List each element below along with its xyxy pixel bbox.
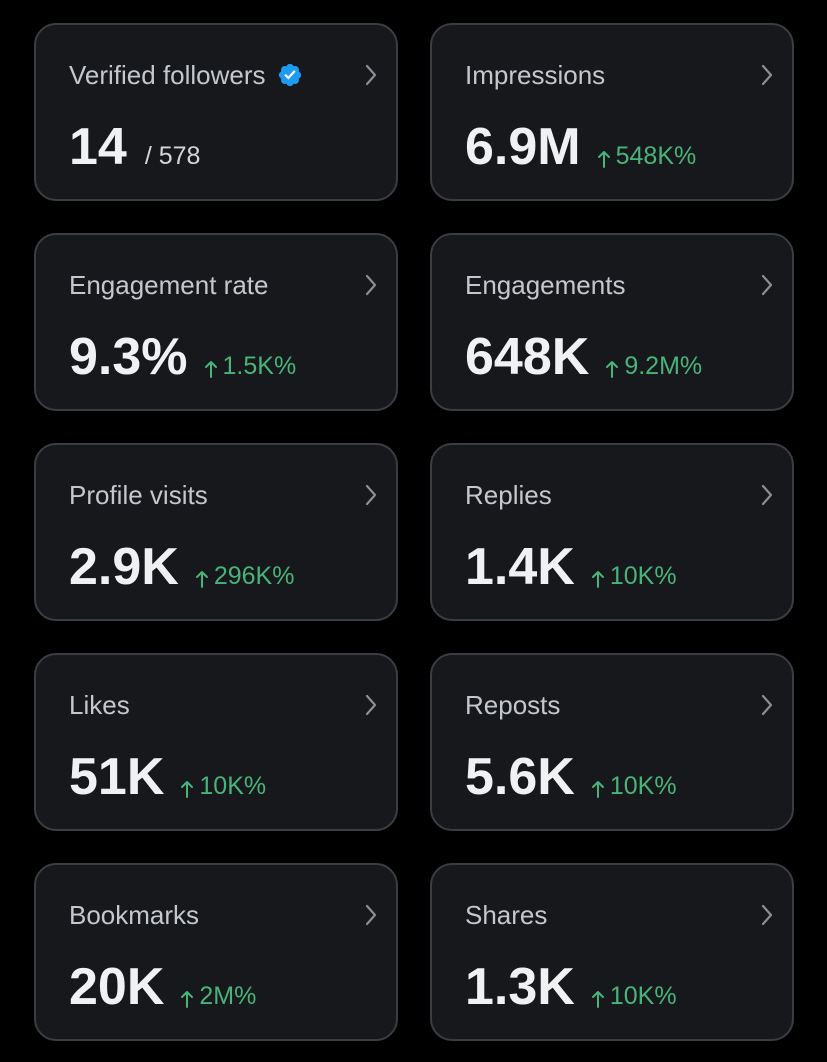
- metric-change-text: 10K%: [609, 772, 677, 800]
- metric-label: Impressions: [465, 60, 606, 90]
- metric-value: 1.4K: [465, 538, 575, 596]
- metric-card-impressions[interactable]: Impressions 6.9M 548K%: [430, 23, 794, 201]
- metric-value-row: 9.3% 1.5K%: [69, 327, 296, 387]
- metric-total: / 578: [144, 142, 201, 170]
- metric-card-bookmarks[interactable]: Bookmarks 20K 2M%: [34, 863, 398, 1041]
- chevron-right-icon: [761, 64, 773, 86]
- metric-card-profile-visits[interactable]: Profile visits 2.9K 296K%: [34, 443, 398, 621]
- metric-value: 6.9M: [465, 118, 581, 176]
- metric-change-text: 296K%: [213, 562, 295, 590]
- metric-label-text: Verified followers: [69, 60, 266, 90]
- metric-card-engagements[interactable]: Engagements 648K 9.2M%: [430, 233, 794, 411]
- arrow-up-icon: [204, 360, 217, 378]
- metric-card-replies[interactable]: Replies 1.4K 10K%: [430, 443, 794, 621]
- metric-change: 2M%: [180, 982, 256, 1011]
- metric-change-text: 10K%: [199, 772, 267, 800]
- metric-value: 5.6K: [465, 748, 575, 806]
- metric-label: Profile visits: [69, 480, 208, 510]
- metric-value-row: 648K 9.2M%: [465, 327, 702, 387]
- arrow-up-icon: [181, 780, 194, 798]
- metric-value: 648K: [465, 328, 590, 386]
- arrow-up-icon: [606, 360, 619, 378]
- metric-change: 1.5K%: [204, 352, 297, 381]
- metric-label: Engagements: [465, 270, 626, 300]
- metric-label: Reposts: [465, 690, 561, 720]
- chevron-right-icon: [761, 904, 773, 926]
- metric-value: 20K: [69, 958, 165, 1016]
- metric-change: 296K%: [195, 562, 295, 591]
- metric-change-text: 1.5K%: [222, 352, 297, 380]
- metric-card-likes[interactable]: Likes 51K 10K%: [34, 653, 398, 831]
- metric-label: Bookmarks: [69, 900, 200, 930]
- metric-value-row: 1.3K 10K%: [465, 957, 677, 1017]
- arrow-up-icon: [591, 780, 604, 798]
- metric-value: 1.3K: [465, 958, 575, 1016]
- arrow-up-icon: [591, 570, 604, 588]
- chevron-right-icon: [365, 694, 377, 716]
- arrow-up-icon: [181, 990, 194, 1008]
- metric-change-text: 9.2M%: [624, 352, 703, 380]
- metric-value-row: 14 / 578: [69, 117, 200, 177]
- arrow-up-icon: [591, 990, 604, 1008]
- chevron-right-icon: [761, 484, 773, 506]
- metric-change: 10K%: [591, 562, 677, 591]
- metric-value-row: 5.6K 10K%: [465, 747, 677, 807]
- chevron-right-icon: [761, 694, 773, 716]
- metric-value: 9.3%: [69, 328, 188, 386]
- metric-value-row: 51K 10K%: [69, 747, 266, 807]
- metric-card-engagement-rate[interactable]: Engagement rate 9.3% 1.5K%: [34, 233, 398, 411]
- metric-change: 548K%: [597, 142, 697, 171]
- metric-label: Engagement rate: [69, 270, 269, 300]
- metric-label: Replies: [465, 480, 552, 510]
- chevron-right-icon: [365, 274, 377, 296]
- verified-badge-icon: [278, 63, 301, 87]
- metric-value: 51K: [69, 748, 165, 806]
- metric-value: 14: [69, 118, 127, 176]
- metric-value-row: 20K 2M%: [69, 957, 256, 1017]
- chevron-right-icon: [365, 484, 377, 506]
- metric-change-text: 10K%: [609, 562, 677, 590]
- metric-value: 2.9K: [69, 538, 179, 596]
- metric-change-text: 10K%: [609, 982, 677, 1010]
- metric-change: 9.2M%: [605, 352, 702, 381]
- metric-label: Shares: [465, 900, 548, 930]
- metric-value-row: 2.9K 296K%: [69, 537, 294, 597]
- metric-change: 10K%: [180, 772, 266, 801]
- metrics-grid: Verified followers 14 / 578 Impressions …: [34, 23, 794, 1041]
- chevron-right-icon: [761, 274, 773, 296]
- metric-card-shares[interactable]: Shares 1.3K 10K%: [430, 863, 794, 1041]
- chevron-right-icon: [365, 904, 377, 926]
- metric-change-text: 548K%: [615, 142, 697, 170]
- metric-change-text: 2M%: [199, 982, 257, 1010]
- metric-card-reposts[interactable]: Reposts 5.6K 10K%: [430, 653, 794, 831]
- metric-card-verified-followers[interactable]: Verified followers 14 / 578: [34, 23, 398, 201]
- chevron-right-icon: [365, 64, 377, 86]
- metric-value-row: 1.4K 10K%: [465, 537, 677, 597]
- metric-label: Verified followers: [69, 59, 303, 91]
- arrow-up-icon: [597, 150, 610, 168]
- metric-value-row: 6.9M 548K%: [465, 117, 696, 177]
- metric-change: 10K%: [591, 982, 677, 1011]
- metric-change: 10K%: [591, 772, 677, 801]
- metric-label: Likes: [69, 690, 130, 720]
- arrow-up-icon: [195, 570, 208, 588]
